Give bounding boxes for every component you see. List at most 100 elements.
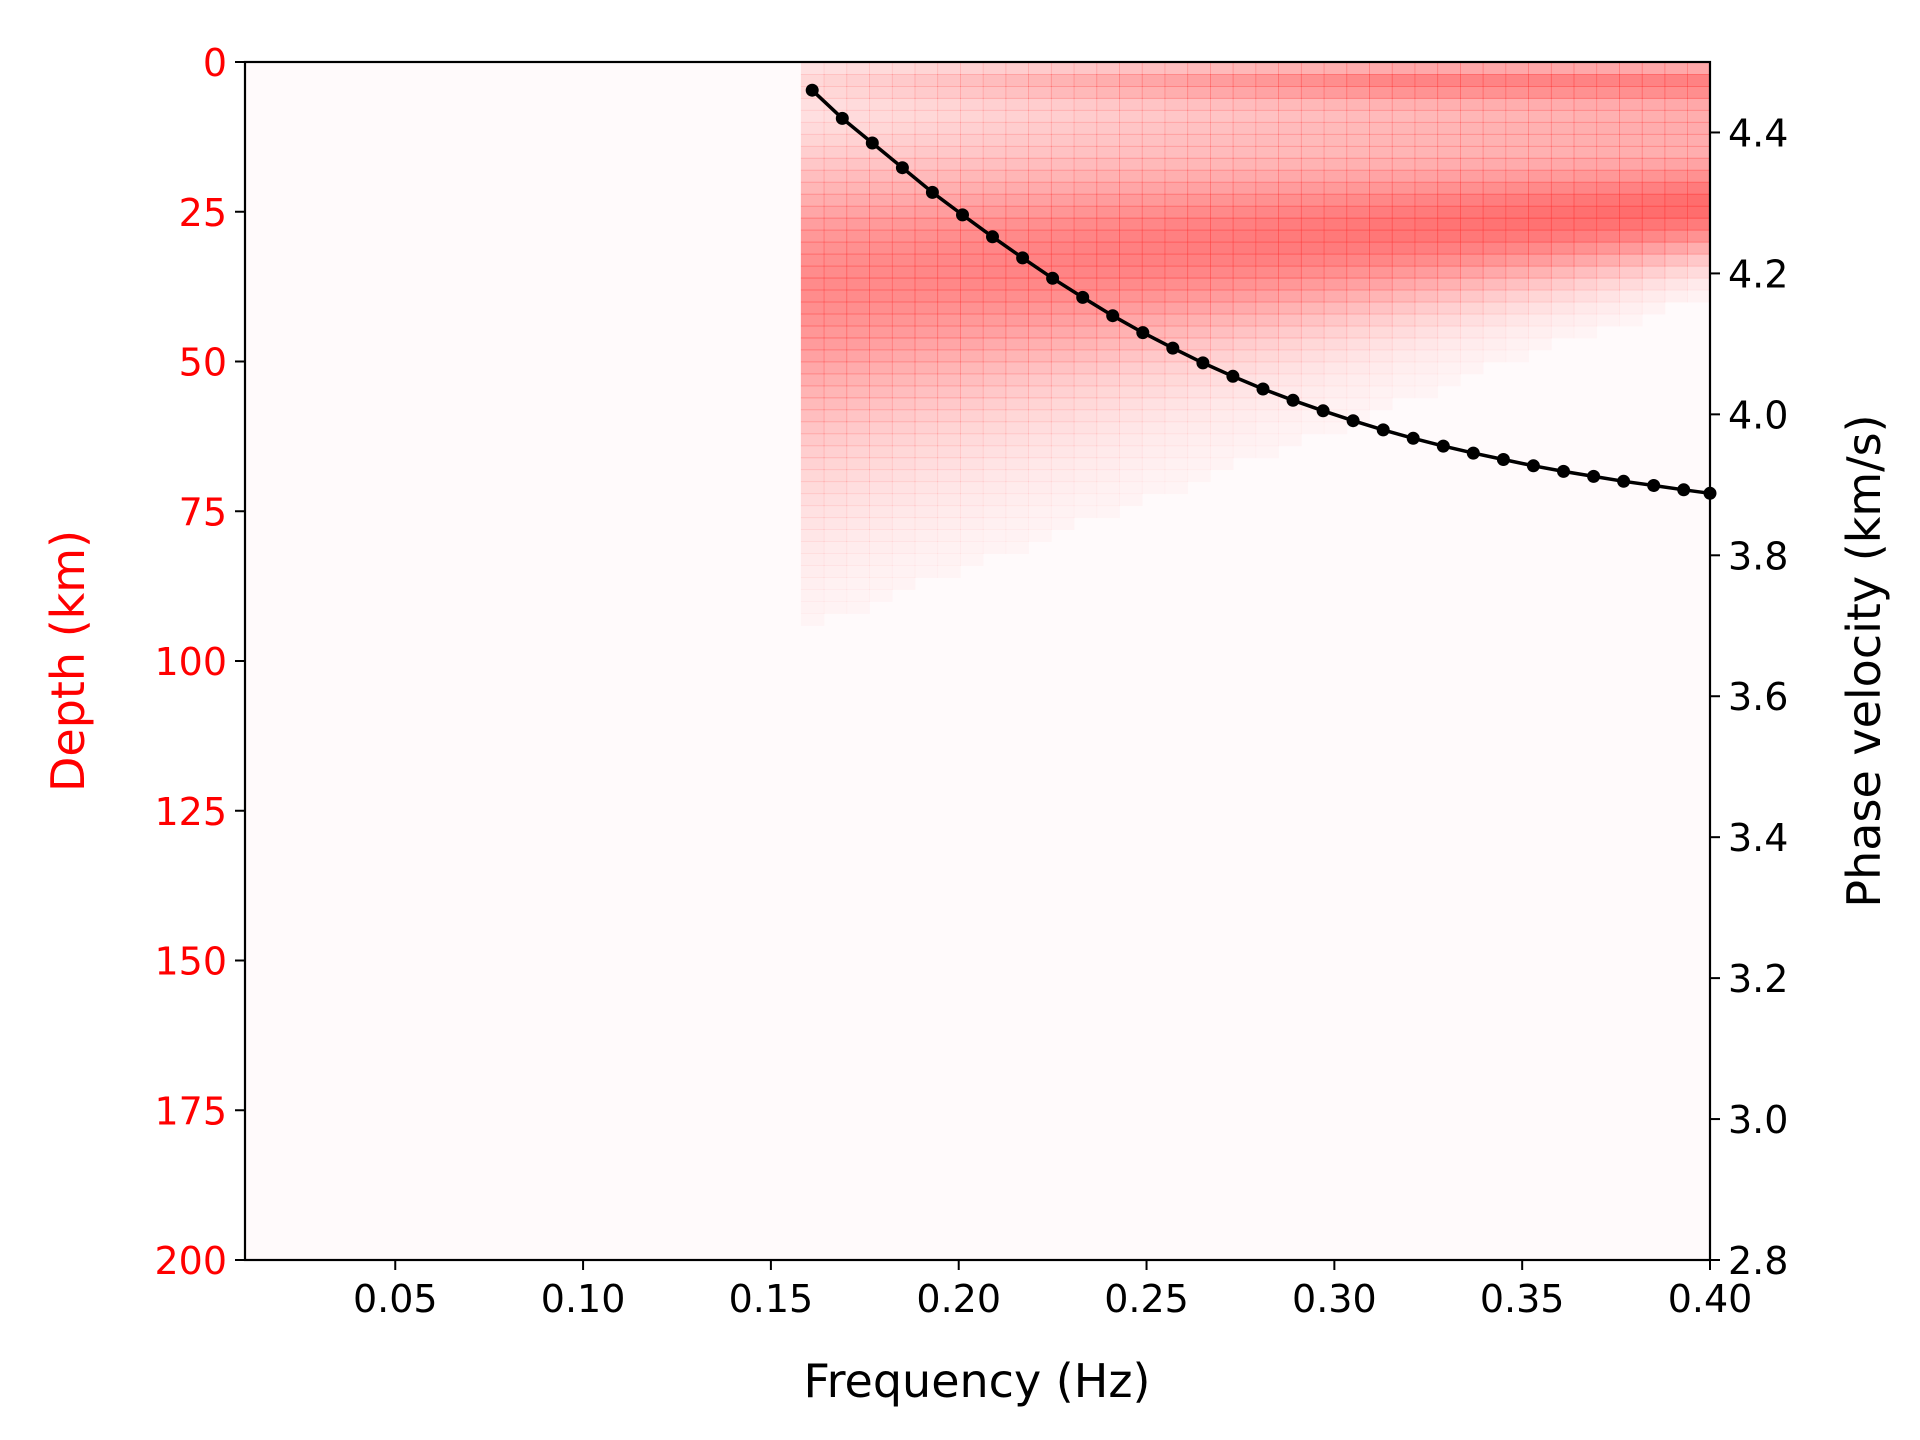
heatmap-cell [982, 62, 1007, 75]
heatmap-cell [1119, 397, 1143, 411]
heatmap-cell [1210, 301, 1234, 315]
heatmap-cell [1300, 313, 1325, 327]
heatmap-cell [1210, 253, 1234, 267]
heatmap-cell [1573, 74, 1598, 87]
heatmap-cell [1391, 361, 1416, 375]
heatmap-cell [914, 157, 939, 171]
heatmap-cell [1346, 229, 1370, 243]
heatmap-cell [1346, 109, 1370, 123]
heatmap-cell [846, 205, 870, 219]
heatmap-cell [1210, 289, 1234, 303]
heatmap-cell [1460, 337, 1484, 351]
heatmap-cell [982, 289, 1007, 303]
heatmap-cell [914, 241, 939, 255]
heatmap-cell [1300, 193, 1325, 207]
heatmap-cell [1391, 181, 1416, 195]
heatmap-cell [1573, 217, 1598, 231]
heatmap-cell [1482, 193, 1507, 207]
heatmap-cell [1460, 289, 1484, 303]
heatmap-cell [1687, 169, 1711, 183]
heatmap-cell [1346, 181, 1370, 195]
heatmap-cell [1073, 241, 1098, 255]
heatmap-cell [1255, 193, 1279, 207]
heatmap-cell [960, 541, 984, 554]
heatmap-cell [1369, 169, 1393, 183]
heatmap-cell [1528, 121, 1552, 135]
heatmap-cell [869, 241, 893, 255]
heatmap-cell [914, 553, 939, 566]
heatmap-cell [1687, 121, 1711, 135]
heatmap-cell [1300, 289, 1325, 303]
heatmap-cell [914, 457, 939, 471]
heatmap-cell [823, 505, 848, 519]
right-y-tick-label: 4.0 [1728, 393, 1788, 437]
heatmap-cell [1119, 433, 1143, 447]
heatmap-cell [1369, 157, 1393, 171]
heatmap-cell [1119, 385, 1143, 399]
heatmap-cell [869, 373, 893, 387]
heatmap-cell [1323, 313, 1348, 327]
heatmap-cell [937, 337, 961, 351]
heatmap-cell [1323, 74, 1348, 87]
heatmap-cell [960, 493, 984, 507]
heatmap-cell [1028, 361, 1052, 375]
x-tick-label: 0.25 [1104, 1277, 1189, 1321]
heatmap-cell [1437, 217, 1461, 231]
heatmap-cell [1164, 145, 1189, 159]
heatmap-cell [1187, 457, 1211, 471]
heatmap-cell [891, 193, 916, 207]
heatmap-cell [823, 541, 848, 554]
heatmap-cell [1391, 169, 1416, 183]
heatmap-cell [1369, 217, 1393, 231]
heatmap-cell [1369, 313, 1393, 327]
right-y-tick-label: 3.4 [1728, 816, 1788, 860]
heatmap-cell [1482, 169, 1507, 183]
heatmap-cell [1141, 469, 1166, 483]
heatmap-cell [1232, 145, 1257, 159]
heatmap-cell [914, 313, 939, 327]
heatmap-cell [1255, 229, 1279, 243]
right-y-tick-label: 3.8 [1728, 534, 1788, 578]
heatmap-cell [1187, 397, 1211, 411]
heatmap-cell [1346, 337, 1370, 351]
heatmap-cell [1005, 433, 1029, 447]
heatmap-cell [914, 121, 939, 135]
heatmap-cell [1187, 181, 1211, 195]
heatmap-cell [1050, 181, 1075, 195]
heatmap-cell [846, 469, 870, 483]
heatmap-cell [846, 361, 870, 375]
heatmap-cell [1028, 313, 1052, 327]
heatmap-cell [891, 397, 916, 411]
heatmap-cell [1414, 265, 1439, 279]
heatmap-cell [1187, 265, 1211, 279]
heatmap-cell [1119, 229, 1143, 243]
heatmap-cell [1210, 193, 1234, 207]
heatmap-cell [1437, 337, 1461, 351]
heatmap-cell [1141, 457, 1166, 471]
heatmap-cell [823, 373, 848, 387]
heatmap-cell [914, 445, 939, 459]
heatmap-cell [891, 457, 916, 471]
heatmap-cell [823, 277, 848, 291]
left-y-tick-label: 200 [154, 1239, 227, 1283]
heatmap-cell [982, 325, 1007, 339]
heatmap-cell [1460, 97, 1484, 111]
phase-velocity-point [1677, 483, 1691, 497]
heatmap-cell [1550, 169, 1575, 183]
heatmap-cell [1119, 217, 1143, 231]
heatmap-cell [1346, 361, 1370, 375]
heatmap-cell [891, 229, 916, 243]
heatmap-cell [960, 481, 984, 495]
heatmap-cell [914, 289, 939, 303]
heatmap-cell [1346, 301, 1370, 315]
heatmap-cell [1391, 301, 1416, 315]
heatmap-cell [1073, 265, 1098, 279]
heatmap-cell [800, 277, 825, 291]
heatmap-cell [1096, 62, 1120, 75]
heatmap-cell [1482, 337, 1507, 351]
heatmap-cell [1596, 277, 1620, 291]
heatmap-cell [1550, 229, 1575, 243]
heatmap-cell [1323, 121, 1348, 135]
heatmap-cell [1528, 62, 1552, 75]
heatmap-cell [937, 157, 961, 171]
